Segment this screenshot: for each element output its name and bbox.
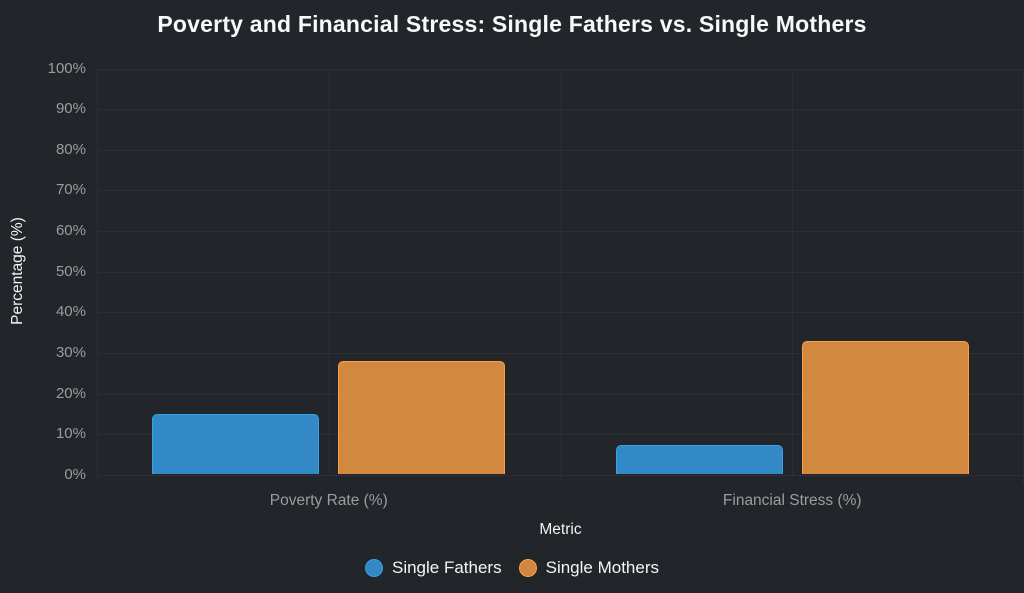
gridline xyxy=(792,68,794,475)
y-tick-label: 80% xyxy=(55,140,86,158)
y-tick-label: 10% xyxy=(55,425,86,443)
y-tick-label: 70% xyxy=(55,181,86,199)
bar-single-fathers-financial-stress[interactable] xyxy=(615,444,783,475)
bar-single-mothers-financial-stress[interactable] xyxy=(801,340,969,475)
y-tick-label: 50% xyxy=(55,262,86,280)
y-tick-label: 0% xyxy=(64,466,86,483)
bar-single-mothers-poverty-rate[interactable] xyxy=(338,361,506,475)
gridline xyxy=(328,68,330,475)
legend-swatch-single-fathers xyxy=(364,559,383,577)
legend-item-single-fathers[interactable]: Single Fathers xyxy=(364,558,502,578)
chart-legend: Single Fathers Single Mothers xyxy=(0,558,1024,578)
chart-title: Poverty and Financial Stress: Single Fat… xyxy=(157,11,867,37)
legend-label: Single Mothers xyxy=(545,558,659,577)
x-axis-tick xyxy=(560,475,562,483)
y-tick-label: 30% xyxy=(55,344,86,362)
legend-label: Single Fathers xyxy=(391,558,502,577)
x-category-label: Poverty Rate (%) xyxy=(269,492,388,509)
y-tick-label: 40% xyxy=(55,303,86,321)
legend-swatch-single-mothers xyxy=(518,559,537,577)
y-tick-label: 90% xyxy=(55,100,86,118)
x-axis-tick xyxy=(97,475,98,483)
x-category-label: Financial Stress (%) xyxy=(722,492,862,509)
bar-single-fathers-poverty-rate[interactable] xyxy=(152,414,320,475)
gridline xyxy=(560,68,562,475)
y-tick-label: 20% xyxy=(55,384,86,402)
y-tick-label: 60% xyxy=(55,222,86,240)
legend-item-single-mothers[interactable]: Single Mothers xyxy=(518,558,659,578)
x-axis-title: Metric xyxy=(539,521,582,538)
y-tick-label: 100% xyxy=(47,59,86,77)
gridline xyxy=(97,68,98,475)
